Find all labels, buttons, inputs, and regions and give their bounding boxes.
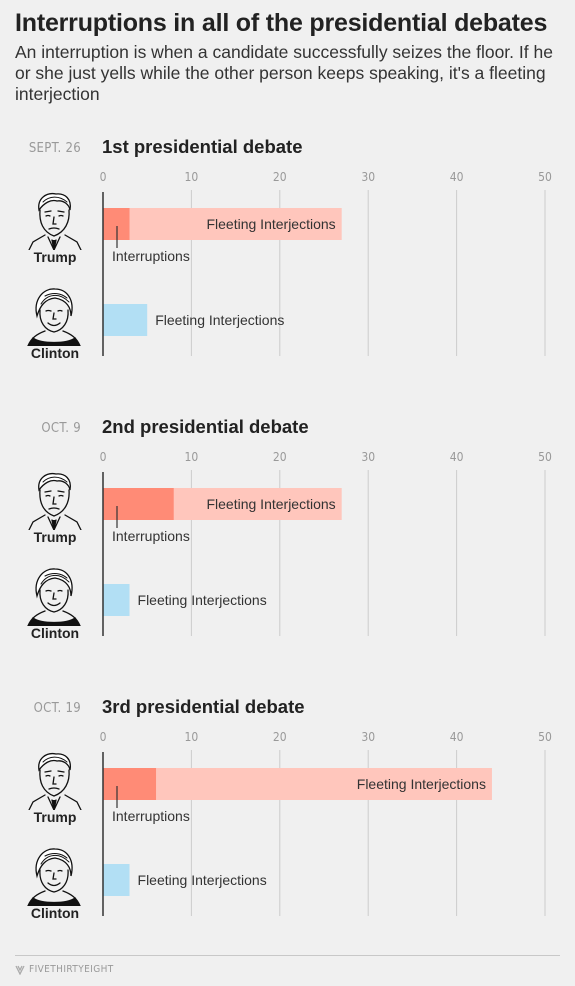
tick-label: 50 [538, 450, 552, 464]
trump-interruptions-bar [103, 488, 174, 520]
tick-label: 50 [538, 170, 552, 184]
tick-label: 20 [273, 450, 287, 464]
tick-label: 30 [361, 450, 375, 464]
chart-subtitle: An interruption is when a candidate succ… [15, 42, 553, 104]
interruptions-label: Interruptions [112, 808, 190, 824]
debate-panel: OCT. 19 3rd presidential debate 0 10 20 30 40 5… [0, 688, 575, 948]
candidate-name: Trump [33, 809, 77, 825]
tick-label: 30 [361, 170, 375, 184]
debate-title: 2nd presidential debate [102, 416, 309, 437]
tick-label: 0 [100, 170, 107, 184]
tick-label: 40 [450, 450, 464, 464]
fleeting-label: Fleeting Interjections [155, 312, 284, 328]
clinton-portrait-icon [27, 848, 81, 906]
fleeting-label: Fleeting Interjections [357, 776, 486, 792]
tick-label: 10 [185, 450, 199, 464]
fleeting-label: Fleeting Interjections [138, 592, 267, 608]
tick-label: 0 [100, 450, 107, 464]
tick-label: 40 [450, 170, 464, 184]
clinton-fleeting-bar [103, 304, 148, 336]
interruptions-label: Interruptions [112, 528, 190, 544]
trump-portrait-icon [28, 192, 82, 250]
chart-title: Interruptions in all of the presidential… [15, 9, 548, 37]
clinton-fleeting-bar [103, 864, 130, 896]
clinton-portrait-icon [27, 568, 81, 626]
tick-label: 0 [100, 730, 107, 744]
debate-title: 3rd presidential debate [102, 696, 305, 717]
trump-fleeting-bar [103, 768, 492, 800]
debate-date: SEPT. 26 [28, 141, 81, 156]
debate-date: OCT. 19 [33, 701, 81, 716]
tick-label: 40 [450, 730, 464, 744]
debate-chart: 0 10 20 30 40 50 Fleeting Interjections Interru… [100, 170, 552, 356]
candidate-name: Trump [33, 529, 77, 545]
footer: FIVETHIRTYEIGHT [15, 964, 114, 975]
trump-interruptions-bar [103, 768, 157, 800]
debate-chart: 0 10 20 30 40 50 Fleeting Interjections Interru… [100, 730, 552, 916]
tick-label: 20 [273, 730, 287, 744]
tick-label: 20 [273, 170, 287, 184]
debate-date: OCT. 9 [41, 421, 81, 436]
fivethirtyeight-logo-icon [15, 965, 25, 975]
footer-divider [15, 955, 560, 956]
tick-label: 10 [185, 730, 199, 744]
trump-portrait-icon [28, 472, 82, 530]
trump-portrait-icon [28, 752, 82, 810]
trump-fleeting-bar [103, 208, 342, 240]
debate-panel: SEPT. 26 1st presidential debate 0 10 20 30 40… [0, 128, 575, 388]
debate-chart: 0 10 20 30 40 50 Fleeting Interjections Interru… [100, 450, 552, 636]
tick-label: 50 [538, 730, 552, 744]
fleeting-label: Fleeting Interjections [138, 872, 267, 888]
clinton-fleeting-bar [103, 584, 130, 616]
interruptions-label: Interruptions [112, 248, 190, 264]
clinton-portrait-icon [27, 288, 81, 346]
trump-interruptions-bar [103, 208, 130, 240]
candidate-name: Trump [33, 249, 77, 265]
candidate-name: Clinton [30, 345, 80, 361]
footer-brand: FIVETHIRTYEIGHT [29, 964, 114, 975]
candidate-name: Clinton [30, 625, 80, 641]
debate-title: 1st presidential debate [102, 136, 303, 157]
tick-label: 30 [361, 730, 375, 744]
fleeting-label: Fleeting Interjections [206, 496, 335, 512]
debate-panel: OCT. 9 2nd presidential debate 0 10 20 30 40 50… [0, 408, 575, 668]
tick-label: 10 [185, 170, 199, 184]
fleeting-label: Fleeting Interjections [206, 216, 335, 232]
candidate-name: Clinton [30, 905, 80, 921]
